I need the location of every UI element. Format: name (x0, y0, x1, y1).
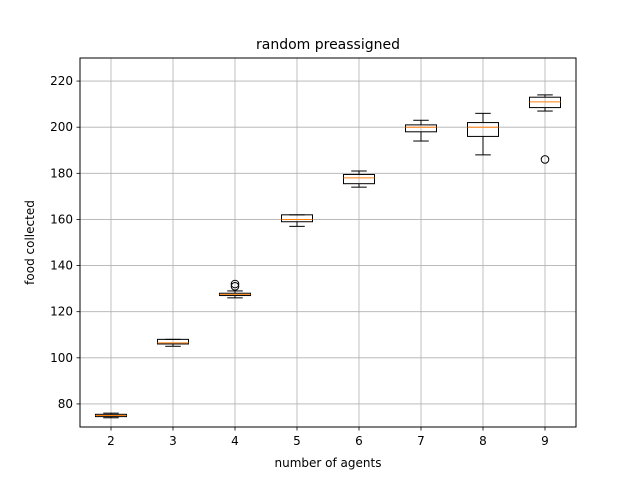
y-tick-label: 220 (50, 74, 73, 88)
y-tick-label: 140 (50, 259, 73, 273)
plot-frame (79, 57, 577, 428)
outlier-point (540, 155, 550, 164)
grid-layer (80, 58, 576, 427)
outlier-point (230, 282, 240, 291)
box-group-8 (467, 112, 499, 156)
box-group-4 (219, 279, 251, 299)
x-tick-label: 3 (169, 434, 177, 448)
y-tick-label: 80 (58, 397, 73, 411)
box-body (343, 173, 375, 185)
x-axis-label: number of agents (275, 456, 382, 470)
box-group-9 (529, 94, 561, 164)
box-body (281, 214, 313, 223)
y-tick-label: 120 (50, 305, 73, 319)
y-tick-label: 200 (50, 120, 73, 134)
y-tick-label: 160 (50, 212, 73, 226)
x-tick-label: 8 (479, 434, 487, 448)
y-axis-label: food collected (23, 200, 37, 285)
box-group-5 (281, 214, 313, 227)
outlier-point (230, 279, 240, 289)
x-tick-label: 6 (355, 434, 363, 448)
box-body (405, 124, 437, 133)
box-group-3 (157, 338, 189, 347)
box-body (467, 122, 499, 137)
y-tick-label: 100 (50, 351, 73, 365)
x-tick-label: 9 (541, 434, 549, 448)
box-layer (95, 94, 561, 419)
y-tick-label: 180 (50, 166, 73, 180)
chart-title: random preassigned (256, 37, 400, 53)
x-tick-label: 4 (231, 434, 239, 448)
x-tick-label: 2 (107, 434, 115, 448)
x-tick-label: 5 (293, 434, 301, 448)
tick-layer: 80 100 120 140 160 180 200 220 2 3 4 5 6 7 8 9 (50, 74, 549, 448)
box-body (157, 338, 189, 345)
box-group-7 (405, 119, 437, 142)
box-body (529, 96, 561, 109)
box-group-2 (95, 412, 127, 419)
x-tick-label: 7 (417, 434, 425, 448)
box-group-6 (343, 170, 375, 188)
